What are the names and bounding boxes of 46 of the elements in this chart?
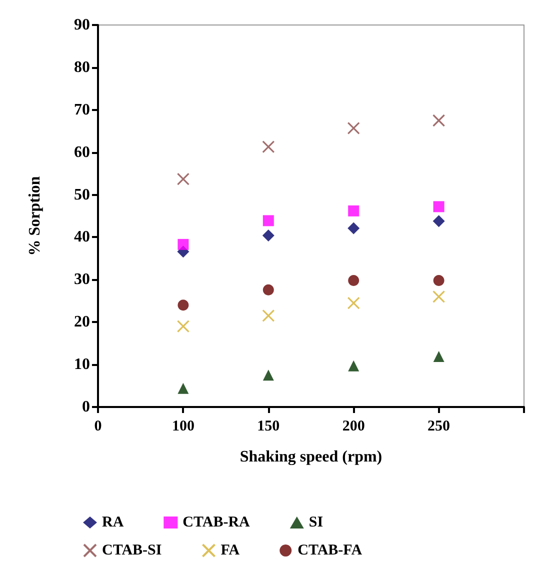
y-tick-label: 40 [74,228,90,246]
point [262,309,275,322]
x-tick-label: 0 [94,418,102,434]
y-tick-label: 60 [74,144,90,161]
point [178,382,189,394]
y-tick-label: 0 [82,398,90,416]
point [348,360,360,372]
point [178,238,189,250]
x-tick-label: 250 [428,418,450,434]
point [262,140,275,154]
y-tick-label: 80 [74,58,90,76]
point [178,300,189,311]
y-tick-label: 90 [74,16,90,34]
point [176,320,190,333]
point [433,201,444,212]
point [262,215,274,226]
legend-label: CTAB-FA [298,542,362,558]
y-tick-label: 50 [74,186,90,204]
y-tick-label: 30 [74,271,90,288]
point [432,290,446,303]
point [433,350,444,362]
legend-label: SI [308,514,324,530]
point [347,296,360,310]
y-tick-label: 70 [74,101,90,118]
point [262,284,274,296]
x-axis-title: Shaking speed (rpm) [240,448,382,466]
point [348,205,360,216]
legend-label: CTAB-RA [182,514,250,530]
point [433,275,444,286]
y-axis-title: % Sorption [26,176,44,256]
legend-label: CTAB-SI [102,542,162,558]
point [262,370,274,381]
point [348,222,360,234]
x-tick-label: 150 [257,418,280,434]
legend-label: RA [102,514,124,530]
point [176,172,190,186]
y-tick-label: 20 [74,314,90,331]
point [262,230,274,242]
x-tick-label: 100 [172,418,194,434]
point [432,215,445,228]
y-tick-label: 10 [74,356,90,374]
point [432,114,446,127]
point [348,275,360,286]
point [347,122,360,134]
x-tick-label: 200 [342,418,365,434]
legend-label: FA [220,542,240,558]
